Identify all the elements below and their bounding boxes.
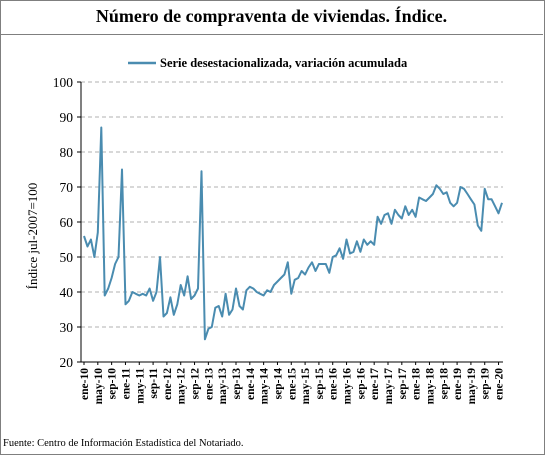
series-lines	[83, 126, 503, 341]
grid-lines	[81, 81, 503, 328]
x-tick-label: ene-20	[494, 368, 506, 400]
x-tick-label: sep-14	[272, 368, 284, 400]
chart-title: Número de compraventa de viviendas. Índi…	[95, 6, 448, 26]
x-tick-label: ene-16	[328, 368, 340, 400]
y-tick-label: 50	[60, 250, 74, 265]
x-tick-label: ene-19	[452, 368, 464, 400]
title-divider	[0, 34, 543, 35]
x-tick-label: may-10	[93, 368, 105, 405]
x-tick-label: ene-18	[411, 368, 423, 400]
x-tick-label: sep-13	[231, 368, 243, 400]
x-tick-label: ene-15	[286, 368, 298, 400]
x-tick-label: ene-11	[120, 368, 132, 400]
y-tick-label: 30	[60, 320, 74, 335]
x-tick-label: ene-10	[79, 368, 91, 400]
x-tick-label: may-15	[300, 368, 312, 405]
x-tick-label: sep-17	[397, 368, 409, 400]
x-tick-label: sep-16	[355, 368, 367, 400]
x-tick-label: sep-15	[314, 368, 326, 400]
legend: Serie desestacionalizada, variación acum…	[128, 56, 408, 70]
y-axis-label: Índice jul-2007=100	[25, 183, 40, 290]
y-tick-label: 60	[60, 215, 74, 230]
source-note: Fuente: Centro de Información Estadístic…	[3, 438, 244, 449]
x-tick-label: ene-14	[245, 368, 257, 400]
x-tick-label: sep-11	[148, 368, 160, 399]
x-tick-label: ene-12	[162, 368, 174, 400]
x-tick-label: may-17	[383, 368, 395, 405]
series-line	[83, 126, 503, 341]
x-tick-label: may-12	[176, 368, 188, 405]
x-tick-label: may-18	[424, 368, 436, 405]
x-tick-label: sep-19	[480, 368, 492, 400]
x-tick-label: sep-10	[107, 368, 119, 400]
y-tick-label: 70	[60, 180, 74, 195]
y-tick-label: 20	[60, 355, 74, 370]
y-tick-label: 100	[53, 75, 74, 90]
x-tick-label: may-13	[217, 368, 229, 405]
x-axis-ticks: ene-10 may-10 sep-10 ene-11 may-11 sep-11 ene-…	[79, 362, 506, 404]
legend-label: Serie desestacionalizada, variación acum…	[160, 56, 408, 70]
x-tick-label: ene-17	[369, 368, 381, 400]
x-tick-label: ene-13	[203, 368, 215, 400]
x-tick-label: may-19	[466, 368, 478, 405]
y-tick-label: 90	[60, 110, 74, 125]
y-tick-label: 40	[60, 285, 74, 300]
x-tick-label: may-14	[259, 368, 271, 405]
y-tick-label: 80	[60, 145, 74, 160]
x-tick-label: sep-12	[190, 368, 202, 400]
x-tick-label: sep-18	[438, 368, 450, 400]
x-tick-label: may-16	[342, 368, 354, 405]
x-tick-label: may-11	[134, 368, 146, 404]
y-axis-ticks: 20 30 40 50 60 70 80 90 100	[53, 75, 81, 370]
